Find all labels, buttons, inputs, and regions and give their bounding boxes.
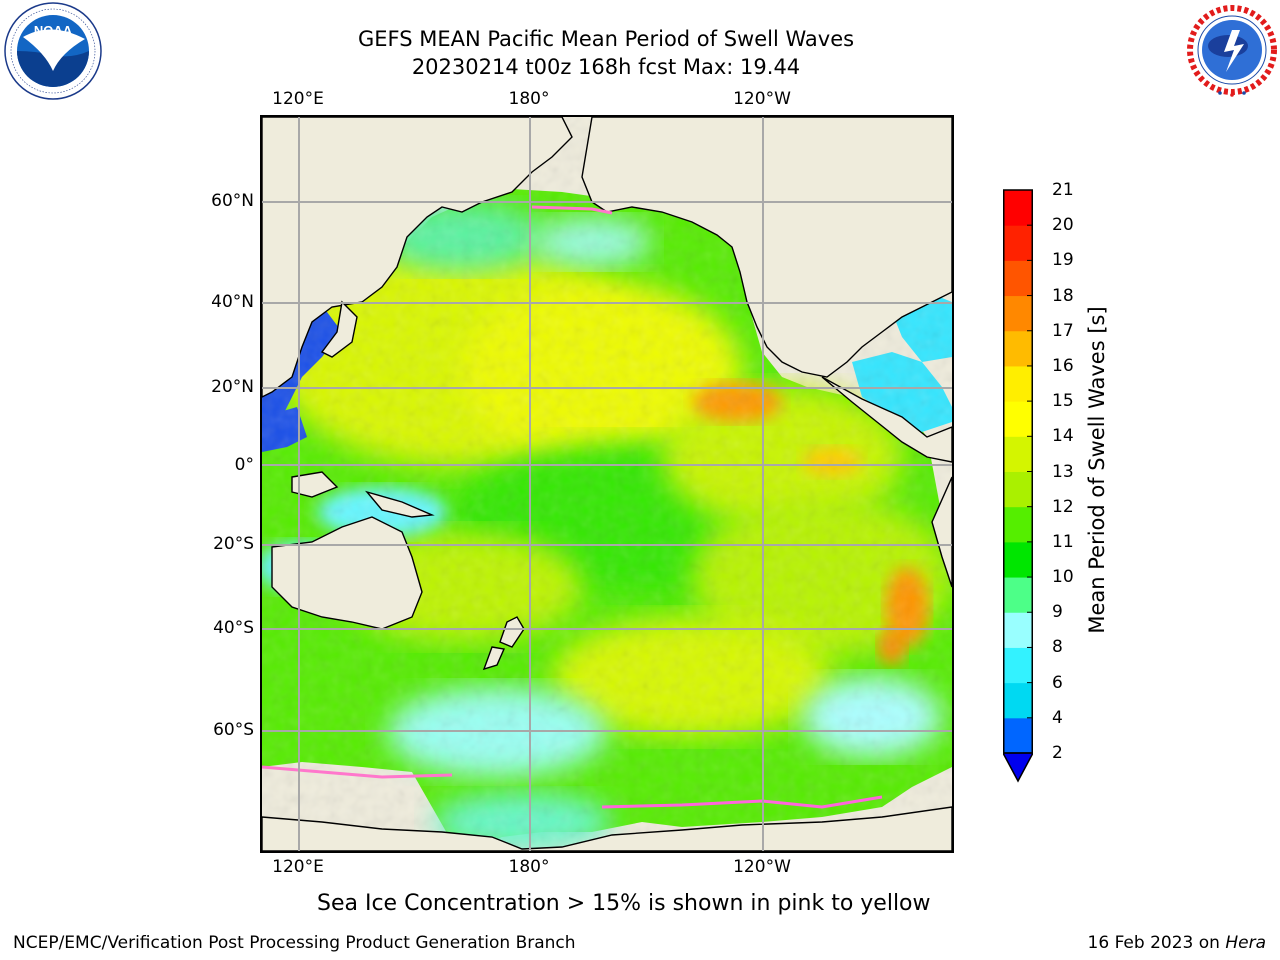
lat-label-0: 0° [234,455,254,475]
lon-label-top-120e: 120°E [272,89,324,109]
colorbar-segment [1003,436,1033,472]
colorbar-tick-label: 2 [1052,743,1063,763]
colorbar-tick-label: 14 [1052,426,1074,447]
sea-ice-note: Sea Ice Concentration > 15% is shown in … [317,891,931,916]
lat-label-20n: 20°N [211,377,254,397]
svg-text:NOAA: NOAA [34,23,73,38]
colorbar-segment [1003,577,1033,613]
colorbar-tick-label: 21 [1052,180,1074,200]
colorbar-segment [1003,612,1033,648]
colorbar-tick-label: 10 [1052,567,1074,588]
colorbar-tick-label: 17 [1052,320,1074,341]
colorbar-segment [1003,682,1033,719]
colorbar-segment [1003,365,1033,402]
colorbar-tick-label: 9 [1052,602,1063,623]
lat-label-60s: 60°S [213,720,254,740]
noaa-logo: NOAA [1,1,104,101]
colorbar-segment [1003,225,1033,261]
colorbar-segment [1003,295,1033,332]
swell-period-map [260,115,954,853]
colorbar-tick-label: 8 [1052,637,1063,658]
lat-label-20s: 20°S [213,534,254,554]
lon-label-top-180: 180° [508,89,550,109]
generation-date: 16 Feb 2023 on Hera [1088,933,1266,953]
map-subtitle: 20230214 t00z 168h fcst Max: 19.44 [411,55,801,79]
colorbar-tick-label: 12 [1052,496,1074,517]
colorbar-segment [1003,471,1033,508]
colorbar-tick-label: 11 [1052,531,1074,552]
colorbar-tick-label: 6 [1052,672,1063,693]
date-text: 16 Feb 2023 on [1087,933,1226,953]
colorbar-segment [1003,330,1033,367]
lon-label-bottom-180: 180° [508,857,550,877]
graticule [262,117,952,851]
colorbar-segment [1003,717,1033,754]
colorbar-segment [1003,401,1033,437]
colorbar-tick-label: 13 [1052,461,1074,482]
colorbar-segment [1003,541,1033,578]
host-name: Hera [1225,933,1266,953]
colorbar-tick-label: 15 [1052,391,1074,412]
colorbar-segment [1003,190,1033,226]
colorbar-label: Mean Period of Swell Waves [s] [1085,306,1109,634]
lat-label-40n: 40°N [211,292,254,312]
lon-label-top-120w: 120°W [733,89,791,109]
colorbar-tick-label: 19 [1052,250,1074,271]
colorbar-tick-label: 20 [1052,215,1074,236]
lat-label-60n: 60°N [211,191,254,211]
lat-label-40s: 40°S [213,618,254,638]
lon-label-bottom-120w: 120°W [733,857,791,877]
map-title: GEFS MEAN Pacific Mean Period of Swell W… [357,27,855,51]
colorbar-segment [1003,506,1033,543]
colorbar-segment [1003,647,1033,684]
lon-label-bottom-120e: 120°E [272,857,324,877]
colorbar-segment [1003,260,1033,297]
colorbar [1003,189,1033,783]
colorbar-tick-label: 16 [1052,355,1074,376]
nws-logo [1180,0,1280,100]
colorbar-tick-label: 4 [1052,707,1063,728]
colorbar-extend-min [1003,752,1033,783]
colorbar-tick-label: 18 [1052,285,1074,306]
producer-credit: NCEP/EMC/Verification Post Processing Pr… [13,933,576,953]
